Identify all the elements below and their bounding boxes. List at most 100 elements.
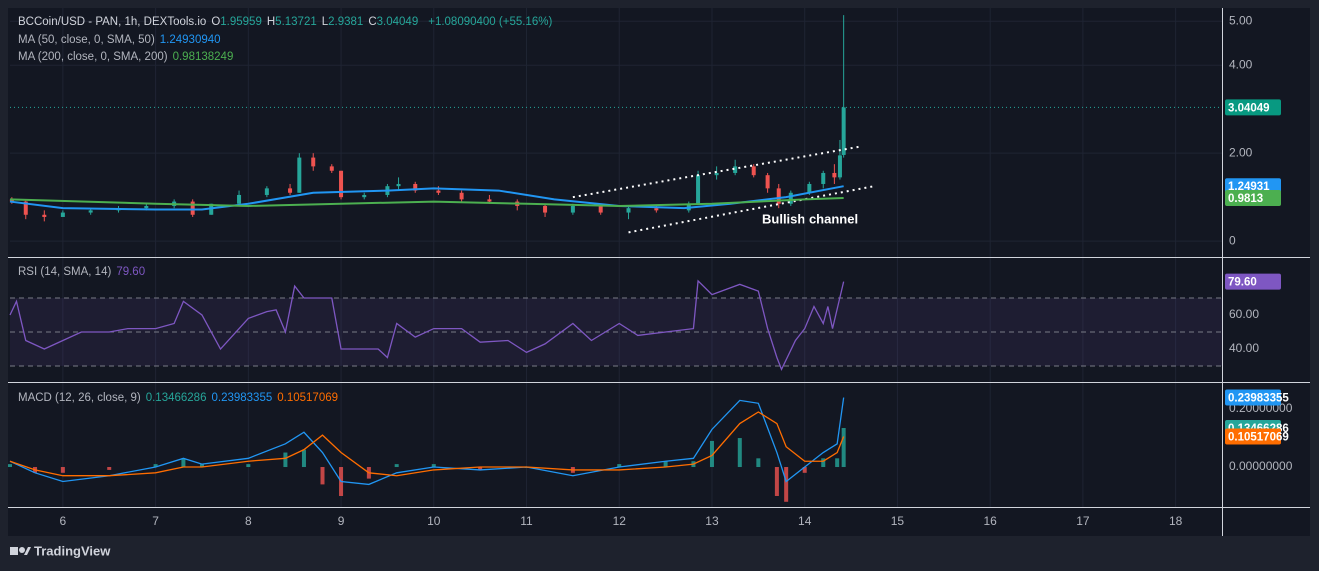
histogram-bar — [107, 467, 112, 470]
rsi-name: RSI (14, SMA, 14) — [18, 266, 112, 278]
ma-line — [9, 185, 844, 211]
ohlc-value: 2.9381 — [328, 16, 364, 28]
histogram-bar — [756, 458, 761, 468]
macd-legend: MACD (12, 26, close, 9) 0.13466286 0.23983… — [18, 392, 343, 404]
ohlc-key: H — [266, 16, 276, 28]
candle-body — [543, 205, 548, 213]
ma50-legend: MA (50, close, 0, SMA, 50) 1.24930940 — [18, 34, 226, 46]
x-tick-label: 18 — [1169, 514, 1183, 528]
histogram-bar — [709, 440, 714, 468]
x-tick-label: 12 — [613, 514, 627, 528]
candle-body — [190, 201, 195, 215]
x-tick-label: 11 — [520, 514, 533, 528]
histogram-bar — [181, 458, 186, 468]
histogram-bar — [246, 464, 251, 468]
y-tick-label: 40.00 — [1229, 341, 1259, 355]
axis-label: 0.23983355 — [1228, 393, 1289, 405]
x-tick-label: 8 — [245, 514, 252, 528]
histogram-bar — [8, 464, 12, 468]
y-tick-label: 5.00 — [1229, 13, 1253, 27]
ohlc-key: O — [211, 16, 221, 28]
axis-label: 0.10517069 — [1228, 432, 1289, 444]
axis-label-box — [1225, 99, 1281, 116]
macd-value: 0.23983355 — [211, 392, 273, 404]
candle-body — [144, 205, 149, 209]
macd-line — [9, 411, 845, 477]
candle-body — [776, 188, 781, 204]
x-tick-label: 17 — [1076, 514, 1090, 528]
candle-body — [626, 208, 631, 213]
histogram-bar — [802, 467, 807, 473]
x-tick-label: 16 — [983, 514, 997, 528]
candle-body — [570, 205, 575, 213]
candle-body — [88, 210, 93, 213]
ma200-legend: MA (200, close, 0, SMA, 200) 0.98138249 — [18, 51, 238, 63]
ma-value: 0.98138249 — [172, 51, 234, 63]
annotation: Bullish channel — [762, 211, 858, 226]
candle-body — [807, 183, 812, 193]
logo — [10, 547, 31, 555]
histogram-bar — [835, 458, 840, 468]
ohlc-value: 3.04049 — [376, 16, 419, 28]
ohlc-key: L — [321, 16, 329, 28]
axis-label-box — [1225, 189, 1281, 206]
candle-body — [832, 172, 837, 178]
ma-name: MA (200, close, 0, SMA, 200) — [18, 51, 168, 63]
candle-body — [9, 199, 14, 202]
ma-value: 1.24930940 — [159, 34, 221, 46]
candle-body — [841, 107, 846, 155]
candle-body — [362, 194, 367, 198]
histogram-bar — [663, 461, 668, 468]
ohlc-value: 5.13721 — [275, 16, 317, 28]
histogram-bar — [301, 449, 306, 468]
candle-body — [413, 183, 418, 191]
candle-body — [297, 157, 302, 193]
histogram-bar — [153, 464, 158, 468]
candle-body — [311, 157, 316, 167]
x-tick-label: 15 — [891, 514, 905, 528]
footer-brand: TradingView — [34, 543, 111, 558]
candle-body — [264, 188, 269, 195]
candle-body — [459, 192, 464, 200]
candle-body — [288, 188, 293, 193]
chart-bg — [8, 8, 1310, 536]
axis-label: 3.04049 — [1228, 102, 1270, 114]
ma-name: MA (50, close, 0, SMA, 50) — [18, 34, 155, 46]
symbol: BCCoin/USD - PAN, 1h, DEXTools.io — [18, 16, 207, 28]
histogram-bar — [478, 467, 483, 470]
histogram-bar — [737, 438, 742, 468]
histogram-bar — [60, 467, 65, 473]
histogram-bar — [774, 467, 779, 496]
histogram-bar — [199, 464, 204, 468]
y-tick-label: 2.00 — [1229, 145, 1253, 159]
histogram-bar — [821, 458, 826, 468]
channel-line — [572, 145, 861, 199]
macd-value: 0.13466286 — [145, 392, 207, 404]
candle-body — [788, 192, 793, 204]
candle-body — [733, 166, 738, 173]
ohlc-key: C — [368, 16, 377, 28]
candle-body — [696, 175, 701, 204]
axis-label-box — [1225, 273, 1281, 290]
change: +1.08090400 (+55.16%) — [428, 16, 553, 28]
histogram-bar — [320, 467, 325, 485]
header-legend: BCCoin/USD - PAN, 1h, DEXTools.io O1.9595… — [18, 16, 557, 28]
candle-body — [837, 155, 842, 178]
candle-body — [487, 199, 492, 202]
y-tick-label: 0.00000000 — [1229, 459, 1293, 473]
histogram-bar — [394, 464, 399, 468]
ma-line — [9, 196, 844, 207]
y-tick-label: 4.00 — [1229, 57, 1253, 71]
candle-body — [339, 170, 344, 198]
candle-body — [23, 201, 28, 215]
x-tick-label: 6 — [60, 514, 67, 528]
axis-label-box — [1225, 389, 1281, 406]
rsi-legend: RSI (14, SMA, 14) 79.60 — [18, 266, 150, 278]
candle-body — [42, 214, 47, 217]
x-tick-label: 7 — [152, 514, 159, 528]
macd-value: 0.10517069 — [277, 392, 339, 404]
x-tick-label: 14 — [798, 514, 812, 528]
y-tick-label: 60.00 — [1229, 307, 1259, 321]
